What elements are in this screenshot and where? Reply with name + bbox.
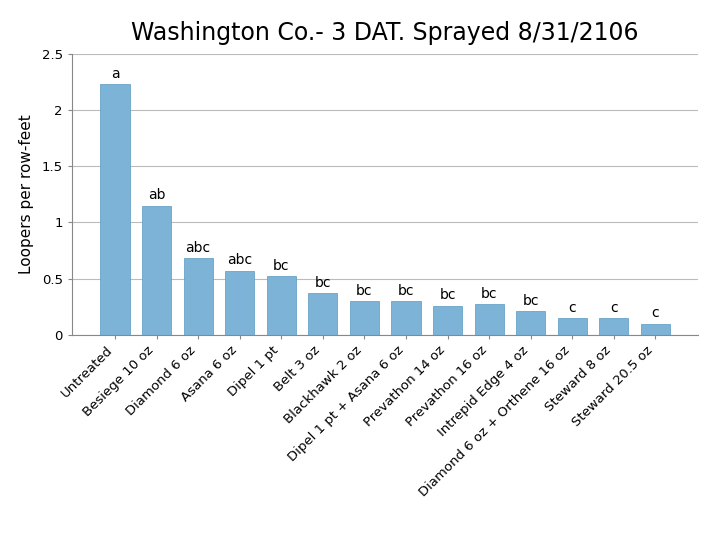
Text: abc: abc	[227, 253, 252, 267]
Bar	[433, 306, 462, 335]
Text: bc: bc	[397, 284, 414, 298]
Bar	[641, 323, 670, 335]
Bar	[474, 305, 504, 335]
Bar	[308, 293, 338, 335]
Bar	[266, 276, 296, 335]
Title: Washington Co.- 3 DAT. Sprayed 8/31/2106: Washington Co.- 3 DAT. Sprayed 8/31/2106	[132, 21, 639, 45]
Text: bc: bc	[481, 287, 498, 301]
Text: abc: abc	[186, 241, 211, 255]
Bar	[350, 301, 379, 335]
Bar	[101, 84, 130, 335]
Y-axis label: Loopers per row-feet: Loopers per row-feet	[19, 114, 34, 274]
Text: bc: bc	[356, 284, 373, 298]
Text: ab: ab	[148, 188, 166, 202]
Text: bc: bc	[273, 259, 289, 273]
Text: c: c	[568, 301, 576, 315]
Bar	[558, 318, 587, 335]
Bar	[142, 206, 171, 335]
Text: c: c	[610, 301, 618, 315]
Text: bc: bc	[439, 288, 456, 302]
Text: a: a	[111, 67, 120, 81]
Text: bc: bc	[523, 294, 539, 308]
Bar	[516, 311, 545, 335]
Bar	[392, 301, 420, 335]
Text: c: c	[652, 306, 660, 320]
Text: bc: bc	[315, 276, 331, 290]
Bar	[184, 259, 212, 335]
Bar	[599, 318, 629, 335]
Bar	[225, 271, 254, 335]
